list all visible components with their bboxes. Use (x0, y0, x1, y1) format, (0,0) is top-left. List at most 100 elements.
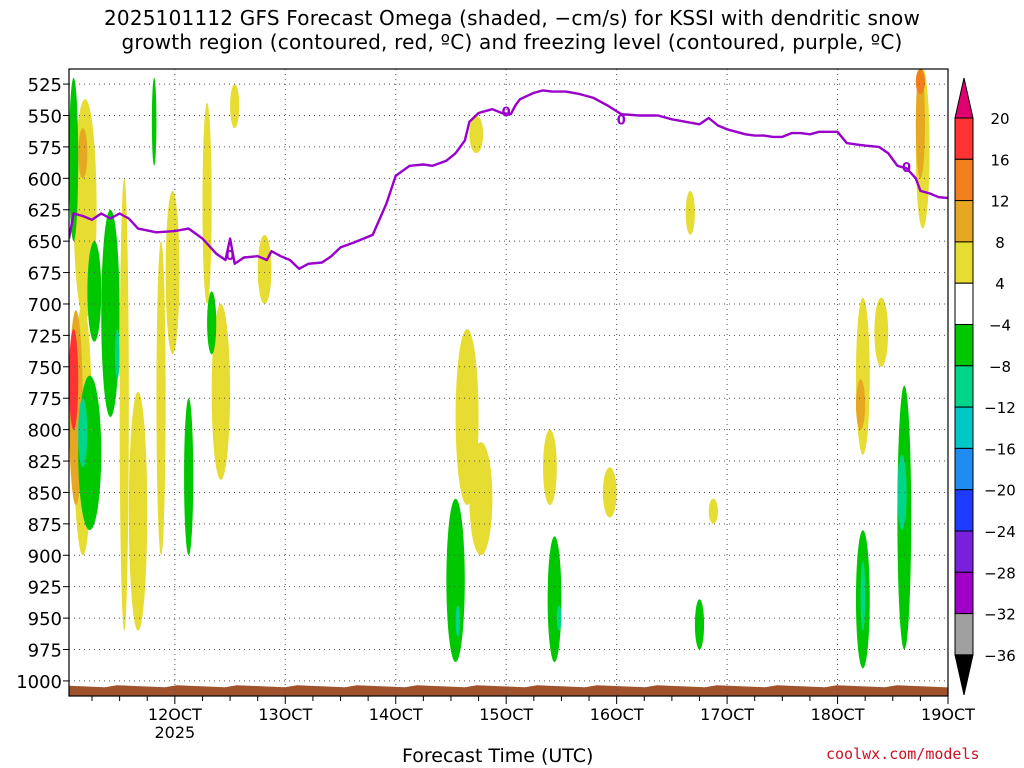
y-tick-label-700: 700 (28, 295, 62, 316)
y-tick-label-600: 600 (28, 169, 62, 190)
omega-region-19 (207, 291, 217, 355)
omega-region-46 (971, 379, 989, 492)
y-tick-label-525: 525 (28, 75, 62, 96)
x-axis: 12OCT 13OCT 14OCT 15OCT 16OCT 17OCT 18OCT 19OCT… (91, 696, 975, 742)
omega-region-14 (156, 241, 166, 556)
freezing-level-contour: 0 0 0 0 (69, 89, 948, 270)
omega-region-38 (860, 561, 866, 631)
omega-region-42 (915, 69, 925, 179)
colorbar-label-11: −28 (984, 564, 1016, 582)
omega-region-17 (202, 102, 212, 304)
omega-region-8 (87, 241, 102, 342)
y-tick-label-900: 900 (28, 546, 62, 567)
x-tick-label-13OCT: 13OCT (258, 705, 312, 724)
omega-region-16 (184, 398, 194, 556)
y-tick-label-825: 825 (28, 452, 62, 473)
chart-title: 2025101112 GFS Forecast Omega (shaded, −… (0, 6, 1024, 54)
y-tick-label-575: 575 (28, 138, 62, 159)
omega-region-4 (69, 329, 79, 430)
colorbar-label-9: −20 (984, 482, 1016, 500)
freezing-level-label-2: 0 (617, 113, 626, 128)
omega-region-20 (230, 84, 240, 129)
y-tick-label-650: 650 (28, 232, 62, 253)
colorbar-swatch-7 (954, 365, 974, 408)
colorbar-swatch-1 (954, 117, 974, 160)
colorbar: 20 16 12 8 4 −4 −8 −12 −16 −20 −24 −28 −32 −36 (954, 77, 1016, 696)
y-tick-label-950: 950 (28, 609, 62, 630)
colorbar-label-1: 16 (990, 151, 1009, 169)
x-tick-label-14OCT: 14OCT (369, 705, 423, 724)
colorbar-swatch-9 (954, 447, 974, 491)
colorbar-label-2: 12 (990, 193, 1009, 211)
y-tick-label-800: 800 (28, 421, 62, 442)
x-tick-label-18OCT: 18OCT (811, 705, 865, 724)
colorbar-swatch-bottom (954, 654, 974, 696)
ground-fill (69, 685, 948, 696)
freezing-level-label-0: 0 (226, 249, 235, 264)
colorbar-swatch-2 (954, 158, 974, 202)
y-axis: 525 550 575 600 625 650 675 700 725 750 775 800 825 8… (16, 75, 69, 693)
plot-background (69, 69, 948, 696)
omega-region-32 (694, 599, 705, 650)
colorbar-label-12: −32 (984, 606, 1016, 624)
omega-region-36 (874, 297, 889, 367)
omega-region-7 (69, 77, 79, 242)
y-tick-label-925: 925 (28, 578, 62, 599)
omega-region-35 (855, 379, 866, 430)
omega-region-27 (543, 429, 557, 506)
colorbar-swatch-8 (954, 406, 974, 449)
colorbar-swatch-11 (954, 530, 974, 573)
colorbar-swatch-10 (954, 489, 974, 532)
freezing-level-label-1: 0 (502, 106, 511, 121)
omega-shaded-regions (69, 69, 989, 669)
x-tick-label-15OCT: 15OCT (479, 705, 533, 724)
omega-region-18 (211, 303, 231, 480)
y-tick-label-775: 775 (28, 389, 62, 410)
x-tick-label-12OCT: 12OCT (148, 705, 202, 724)
colorbar-label-4: 4 (995, 275, 1005, 293)
x-tick-label-16OCT: 16OCT (590, 705, 644, 724)
colorbar-label-3: 8 (995, 234, 1005, 252)
omega-region-21 (257, 234, 272, 304)
freezing-level-label-3: 0 (902, 161, 911, 176)
omega-region-34 (855, 297, 870, 455)
y-tick-label-750: 750 (28, 358, 62, 379)
colorbar-label-8: −16 (984, 440, 1016, 458)
colorbar-label-0: 20 (990, 110, 1009, 128)
chart-title-line1: 2025101112 GFS Forecast Omega (shaded, −… (103, 6, 921, 30)
y-tick-label-725: 725 (28, 326, 62, 347)
colorbar-label-13: −36 (984, 647, 1016, 665)
y-tick-label-625: 625 (28, 201, 62, 222)
ground-layer (69, 685, 948, 696)
colorbar-label-5: −4 (989, 317, 1011, 335)
x-tick-label-17OCT: 17OCT (700, 705, 754, 724)
omega-region-12 (128, 391, 148, 631)
omega-region-13 (151, 77, 157, 166)
y-tick-label-850: 850 (28, 483, 62, 504)
y-tick-label-1000: 1000 (16, 672, 62, 693)
chart-title-line2: growth region (contoured, red, ºC) and f… (121, 30, 903, 54)
colorbar-swatch-top (954, 77, 974, 119)
y-tick-label-975: 975 (28, 641, 62, 662)
y-tick-label-550: 550 (28, 106, 62, 127)
y-tick-label-875: 875 (28, 515, 62, 536)
colorbar-label-6: −8 (989, 358, 1011, 376)
y-tick-label-675: 675 (28, 264, 62, 285)
omega-region-40 (897, 454, 907, 531)
freezing-level-line (69, 89, 948, 270)
colorbar-swatch-12 (954, 571, 974, 615)
colorbar-swatch-13 (954, 613, 974, 656)
colorbar-swatch-3 (954, 200, 974, 243)
credit-link[interactable]: coolwx.com/models (826, 745, 980, 763)
omega-region-6 (78, 398, 88, 468)
omega-region-10 (115, 329, 120, 380)
omega-region-31 (685, 190, 695, 235)
omega-region-26 (455, 605, 461, 637)
colorbar-label-7: −12 (984, 399, 1016, 417)
x-tick-label-19OCT: 19OCT (921, 705, 975, 724)
omega-region-11 (119, 178, 129, 631)
omega-region-1 (78, 128, 88, 179)
omega-region-28 (547, 536, 562, 663)
omega-region-43 (915, 69, 925, 95)
